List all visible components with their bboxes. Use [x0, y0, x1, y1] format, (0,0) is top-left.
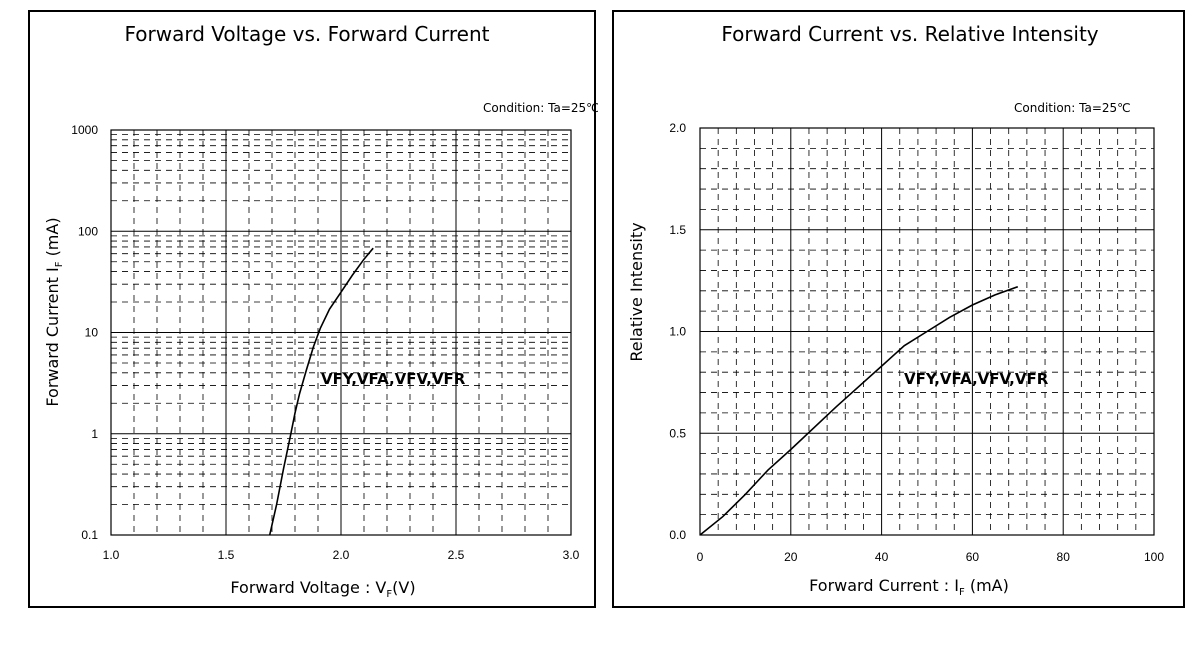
x-tick-label: 80 [1057, 550, 1071, 564]
y-tick-label: 0.0 [669, 528, 686, 542]
series [268, 247, 374, 536]
chart-forward-voltage-vs-current: Forward Voltage vs. Forward Current Cond… [43, 22, 598, 600]
x-tick-label: 20 [784, 550, 798, 564]
x-axis-label-main: Forward Current : I [809, 576, 959, 595]
series-line [268, 247, 374, 536]
x-axis-label-sub: F [386, 589, 392, 600]
x-axis-label-main: Forward Voltage : V [230, 578, 386, 597]
x-tick-label: 1.0 [103, 548, 120, 562]
y-tick-label: 1.5 [669, 223, 686, 237]
x-tick-label: 100 [1144, 550, 1164, 564]
y-axis-label: Forward Current IF (mA) [43, 217, 65, 406]
y-tick-label: 100 [78, 224, 98, 238]
chart-condition: Condition: Ta=25℃ [1014, 101, 1131, 115]
y-axis-label-main: Forward Current I [43, 267, 62, 406]
grid [699, 127, 1155, 536]
series-label: VFY,VFA,VFV,VFR [904, 370, 1049, 388]
y-tick-label: 1.0 [669, 325, 686, 339]
y-tick-label: 0.5 [669, 426, 686, 440]
y-tick-label: 1 [91, 427, 98, 441]
y-axis-label-tail: (mA) [43, 217, 62, 261]
series [699, 285, 1019, 536]
series-line [699, 285, 1019, 536]
x-tick-label: 2.5 [448, 548, 465, 562]
chart-title: Forward Current vs. Relative Intensity [721, 22, 1098, 46]
y-tick-label: 0.1 [81, 528, 98, 542]
x-axis-label-sub: F [959, 587, 965, 598]
x-tick-label: 3.0 [563, 548, 580, 562]
chart-panel-forward-voltage: Forward Voltage vs. Forward Current Cond… [28, 10, 598, 608]
chart-current-vs-relative-intensity: Forward Current vs. Relative Intensity C… [627, 22, 1164, 598]
grid [110, 129, 572, 536]
y-tick-label: 1000 [71, 123, 98, 137]
tick-labels: 1.0 1.5 2.0 2.5 3.0 0.1 1 10 100 1000 [71, 123, 579, 562]
x-axis-label: Forward Voltage : VF(V) [230, 578, 415, 600]
chart-title: Forward Voltage vs. Forward Current [124, 22, 489, 46]
tick-labels: 0 20 40 60 80 100 0.0 0.5 1.0 1.5 2.0 [669, 121, 1164, 564]
chart-condition: Condition: Ta=25℃ [483, 101, 598, 115]
x-tick-label: 40 [875, 550, 889, 564]
y-tick-label: 10 [85, 326, 99, 340]
x-tick-label: 1.5 [218, 548, 235, 562]
x-tick-label: 2.0 [333, 548, 350, 562]
y-axis-label-sub: F [54, 261, 65, 267]
series-label: VFY,VFA,VFV,VFR [321, 370, 466, 388]
x-axis-label-tail: (mA) [965, 576, 1009, 595]
x-axis-label-tail: (V) [392, 578, 415, 597]
plot-area-frame [110, 129, 572, 536]
plot-area-frame [699, 127, 1155, 536]
y-axis-label: Relative Intensity [627, 222, 646, 361]
chart-panel-relative-intensity: Forward Current vs. Relative Intensity C… [612, 10, 1185, 608]
x-tick-label: 0 [697, 550, 704, 564]
x-axis-label: Forward Current : IF (mA) [809, 576, 1009, 598]
y-tick-label: 2.0 [669, 121, 686, 135]
x-tick-label: 60 [966, 550, 980, 564]
